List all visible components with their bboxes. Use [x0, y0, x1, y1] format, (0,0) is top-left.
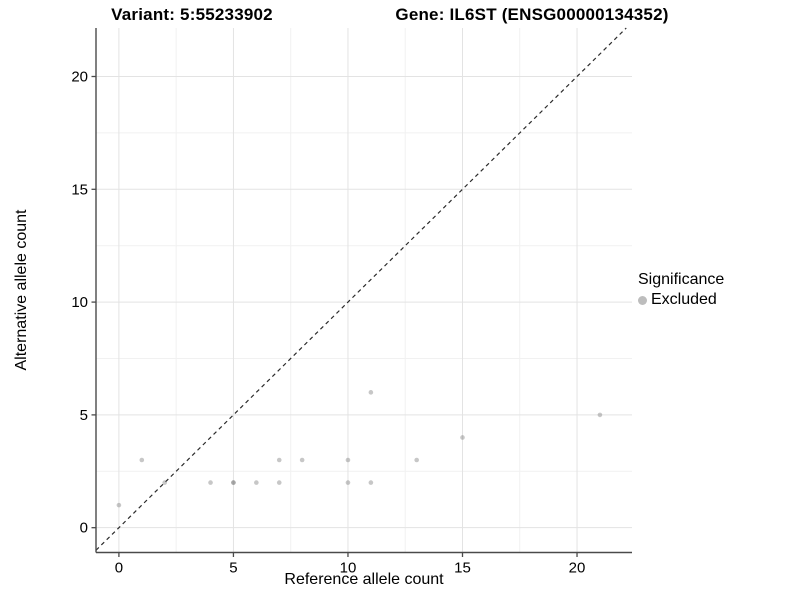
identity-line	[95, 27, 627, 551]
x-axis-title: Reference allele count	[284, 571, 444, 588]
data-point	[345, 480, 351, 485]
y-tick-label: 15	[71, 181, 88, 198]
data-point	[414, 457, 419, 463]
data-point	[254, 480, 259, 485]
x-tick-label: 0	[115, 560, 123, 577]
y-tick-label: 5	[80, 407, 88, 424]
data-point	[276, 480, 282, 485]
y-axis-title: Alternative allele count	[13, 209, 30, 371]
data-point	[345, 457, 351, 463]
x-tick-label: 20	[569, 560, 586, 577]
legend-item-label: Excluded	[651, 291, 717, 308]
x-tick-label: 15	[454, 560, 471, 577]
x-tick-label: 10	[340, 560, 357, 577]
data-point	[162, 480, 168, 485]
data-point	[368, 480, 374, 485]
legend: Significance Excluded	[638, 271, 724, 309]
legend-item-excluded: Excluded	[638, 291, 724, 309]
data-point	[299, 457, 305, 463]
y-tick-label: 20	[71, 69, 88, 86]
data-point	[139, 457, 145, 463]
legend-title: Significance	[638, 271, 725, 288]
data-point	[208, 480, 213, 485]
data-point	[460, 435, 465, 440]
legend-point-icon	[638, 295, 647, 305]
chart-title-gene: Gene: IL6ST (ENSG00000134352)	[395, 5, 669, 24]
y-tick-label: 0	[80, 520, 88, 537]
x-tick-label: 5	[229, 560, 237, 577]
data-point	[231, 480, 236, 485]
data-point	[368, 390, 374, 395]
data-point	[597, 412, 603, 418]
data-point	[276, 457, 282, 463]
y-tick-label: 10	[71, 294, 88, 311]
chart-title-variant: Variant: 5:55233902	[111, 5, 273, 24]
data-point	[116, 502, 122, 508]
data-point	[231, 480, 236, 485]
